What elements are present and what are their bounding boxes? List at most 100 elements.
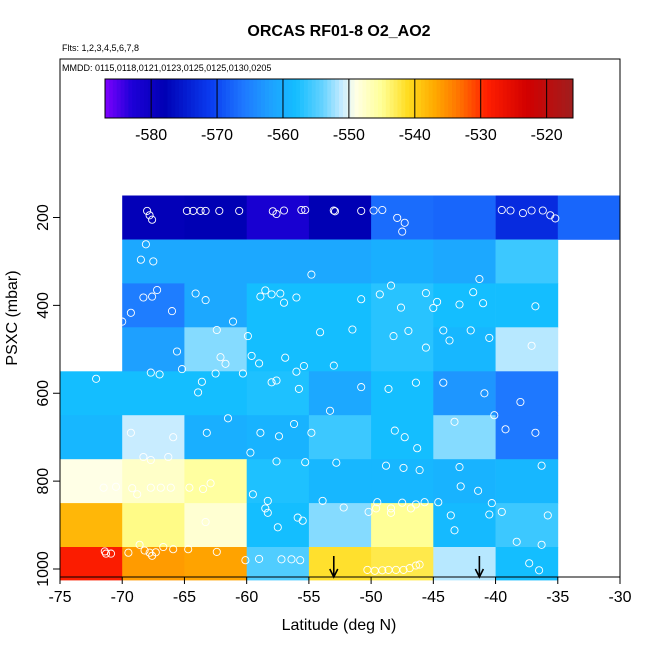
colorbar-segment: [463, 79, 469, 118]
colorbar-segment: [167, 79, 172, 118]
observation-point: [126, 308, 135, 317]
observation-point: [196, 206, 205, 215]
observation-point: [128, 484, 137, 493]
colorbar-segment: [424, 79, 430, 118]
colorbar-segment: [479, 79, 484, 118]
colorbar-segment: [202, 79, 207, 118]
heatmap-cell: [433, 327, 496, 372]
observation-point: [148, 215, 157, 224]
colorbar-segment: [502, 79, 508, 118]
observation-point: [400, 433, 409, 442]
colorbar-segment: [553, 79, 558, 118]
heatmap-cell: [308, 415, 372, 460]
colorbar-segment: [370, 79, 375, 118]
colorbar-segment: [444, 79, 449, 118]
observation-point: [215, 206, 224, 215]
colorbar-segment: [331, 79, 336, 118]
heatmap-cell: [122, 503, 185, 548]
colorbar-segment: [124, 79, 129, 118]
colorbar-segment: [471, 79, 476, 118]
observation-point: [241, 556, 250, 565]
observation-point: [287, 555, 296, 564]
colorbar-segment: [233, 79, 239, 118]
colorbar-segment: [327, 79, 332, 118]
colorbar-segment: [526, 79, 531, 118]
observation-point: [281, 353, 290, 362]
colorbar-segment: [381, 79, 387, 118]
observation-point: [159, 542, 168, 552]
observation-point: [527, 206, 536, 215]
colorbar-segment: [428, 79, 434, 118]
heatmap-cell: [122, 239, 185, 284]
dates-label: MMDD: 0115,0118,0121,0123,0125,0125,0130…: [62, 63, 271, 73]
observation-point: [381, 461, 391, 470]
observation-point: [243, 332, 252, 341]
colorbar-segment: [311, 79, 317, 118]
observation-point: [297, 205, 306, 215]
heatmap-cell: [308, 195, 372, 240]
observation-point: [475, 274, 484, 284]
colorbar-segment: [467, 79, 473, 118]
observation-point: [146, 368, 155, 377]
heatmap-cell: [495, 239, 559, 284]
observation-point: [149, 257, 158, 266]
observation-point: [111, 482, 121, 491]
observation-point: [357, 383, 366, 392]
colorbar-segment: [210, 79, 215, 118]
heatmap-cell: [433, 415, 496, 460]
colorbar-segment: [315, 79, 320, 118]
colorbar-segment: [147, 79, 153, 118]
colorbar-segment: [432, 79, 437, 118]
observation-point: [166, 483, 175, 492]
observation-point: [406, 504, 415, 513]
colorbar-segment: [366, 79, 371, 118]
observation-point: [212, 547, 221, 556]
observation-point: [330, 207, 340, 216]
observation-point: [256, 292, 265, 301]
colorbar-segment: [296, 79, 301, 118]
y-tick-label: 1000: [35, 551, 52, 587]
heatmap-cell: [308, 547, 372, 581]
observation-point: [199, 484, 208, 494]
observation-point: [184, 545, 193, 554]
chart-title: ORCAS RF01-8 O2_AO2: [247, 23, 430, 40]
heatmap-cell: [60, 459, 123, 504]
heatmap-cell: [184, 327, 247, 372]
observation-point: [497, 205, 506, 215]
observation-point: [329, 361, 338, 370]
heatmap-cell: [246, 371, 310, 416]
observation-point: [126, 428, 135, 437]
colorbar-segment: [397, 79, 402, 118]
colorbar-segment: [253, 79, 258, 118]
observation-point: [450, 417, 459, 426]
observation-point: [146, 483, 155, 492]
heatmap-cell: [308, 459, 372, 504]
observation-point: [255, 359, 264, 368]
colorbar-segment: [144, 79, 149, 118]
observation-point: [518, 209, 527, 218]
heatmap-cell: [246, 283, 310, 328]
observation-point: [332, 458, 341, 467]
heatmap-cell: [246, 503, 310, 548]
observation-point: [92, 374, 101, 383]
heatmap-cell: [371, 195, 434, 240]
observation-point: [543, 511, 552, 520]
colorbar-segment: [268, 79, 274, 118]
colorbar-segment: [284, 79, 289, 118]
heatmap-cell: [308, 327, 372, 372]
observation-point: [439, 326, 448, 335]
observation-point: [396, 303, 406, 312]
observation-point: [525, 559, 534, 568]
observation-point: [339, 503, 348, 512]
observation-point: [272, 376, 281, 385]
colorbar-segment: [300, 79, 305, 118]
heatmap-cell: [371, 547, 434, 581]
observation-point: [466, 326, 475, 335]
x-tick-label: -30: [608, 589, 631, 606]
colorbar-segment: [545, 79, 551, 118]
colorbar-segment: [483, 79, 488, 118]
observation-point: [535, 566, 544, 575]
colorbar-segment: [116, 79, 122, 118]
